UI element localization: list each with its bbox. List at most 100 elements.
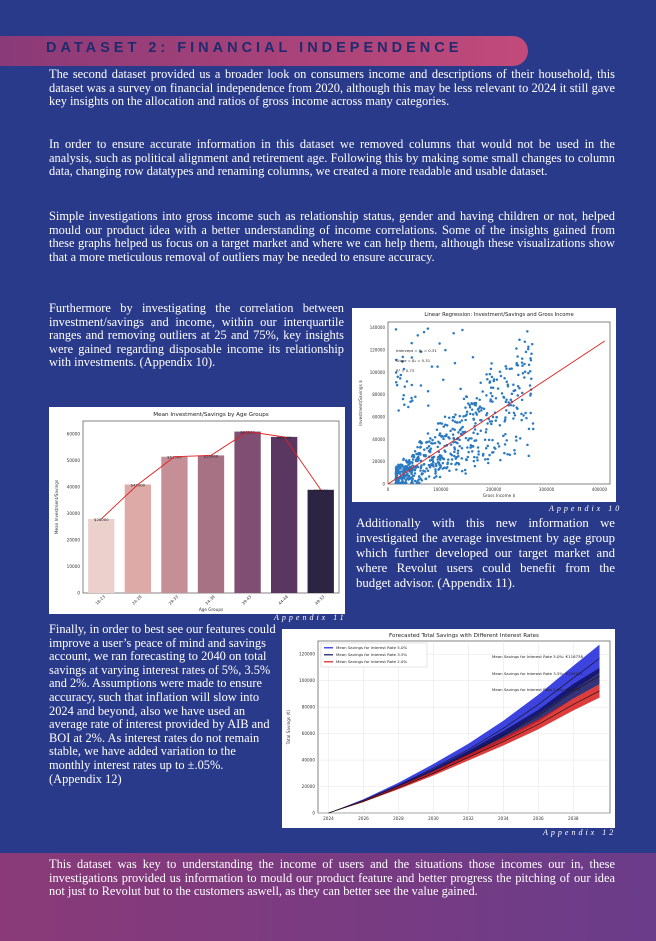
scatter-point [453,454,456,458]
scatter-point [524,411,527,415]
scatter-point [508,367,512,371]
scatter-point [467,450,470,454]
scatter-point [407,460,410,463]
scatter-point [427,445,431,448]
scatter-point [509,398,513,402]
scatter-point [397,463,400,466]
plot-frame [387,321,611,485]
scatter-point [419,466,423,470]
scatter-point [521,364,524,367]
y-tick-label: 10000 [67,564,81,569]
scatter-point [456,452,460,455]
scatter-point [484,430,488,434]
scatter-point [470,408,474,411]
scatter-point [530,352,533,356]
scatter-point [434,470,437,473]
scatter-point [403,385,407,388]
scatter-point [425,441,428,444]
scatter-point [476,458,479,462]
scatter-point [479,429,483,433]
scatter-point [488,420,492,423]
scatter-point [510,392,514,396]
scatter-point [516,394,519,397]
scatter-point [427,475,431,478]
scatter-point [527,363,531,367]
scatter-point [476,408,480,411]
scatter-point [411,399,414,402]
scatter-point [398,481,402,485]
scatter-point [434,472,437,475]
y-tick-label: 80000 [302,705,316,710]
scatter-point [490,362,493,365]
y-tick-label: 80000 [372,392,385,397]
regression-annotation: Slope = β₁ = 0.31 [396,358,431,363]
legend-entry: Mean Savings for Interest Rate 3.5% [336,652,407,657]
scatter-point [418,481,421,485]
scatter-point [442,437,445,441]
section-header-band [0,36,528,66]
scatter-point [432,455,436,459]
scatter-point [463,468,467,472]
scatter-point [523,340,527,343]
x-tick-label: 100000 [433,487,449,492]
scatter-point [485,394,488,397]
scatter-point [504,364,507,368]
scatter-point [486,457,490,461]
scatter-point [427,404,430,407]
scatter-point [474,422,477,425]
scatter-point [401,360,404,363]
scatter-point [414,395,417,398]
bar-value-label: $51500 [167,455,182,460]
scatter-point [394,328,398,331]
scatter-point [476,446,480,449]
scatter-point [505,367,508,370]
scatter-point [472,417,475,421]
scatter-point [468,437,471,440]
regression-line [387,340,605,485]
scatter-point [422,469,425,472]
scatter-point [410,383,414,387]
scatter-point [419,469,422,472]
scatter-point [441,457,445,460]
x-tick-label: 2028 [393,816,404,821]
scatter-point [527,371,530,375]
x-tick-label: 39-43 [241,594,253,606]
scatter-point [424,477,428,480]
scatter-point [453,450,456,454]
paragraph-cleaning: In order to ensure accurate information … [49,137,615,179]
scatter-point [443,449,446,452]
y-tick-label: 60000 [67,432,81,437]
scatter-point [449,452,452,455]
scatter-point [508,453,512,457]
scatter-point [500,392,504,395]
scatter-point [505,439,508,442]
scatter-point [475,413,479,416]
scatter-point [422,330,426,334]
scatter-point [454,463,457,466]
y-tick-label: 40000 [372,437,385,442]
scatter-point [407,405,410,409]
x-axis-label: Gross Income $ [483,493,516,498]
scatter-point [491,394,494,398]
y-axis-label: Mean Investment/Savings [54,480,59,534]
y-tick-label: 50000 [67,458,81,463]
scatter-point [515,347,518,350]
scatter-point [417,459,420,462]
x-tick-label: 2026 [358,816,369,821]
bar-value-label: $39000 [313,488,328,493]
x-tick-label: 49-53 [314,594,326,606]
scatter-point [416,465,419,468]
appendix-11-caption: Appendix 11 [274,613,347,622]
scatter-point [394,380,398,384]
scatter-point [439,465,442,469]
scatter-point [453,446,456,449]
scatter-point [495,378,499,381]
scatter-point [421,472,424,475]
scatter-point [416,445,419,449]
scatter-point [505,398,508,402]
scatter-point [394,358,398,362]
scatter-point [468,412,472,416]
scatter-point [473,455,476,459]
scatter-point [443,434,447,438]
scatter-point [458,428,462,432]
